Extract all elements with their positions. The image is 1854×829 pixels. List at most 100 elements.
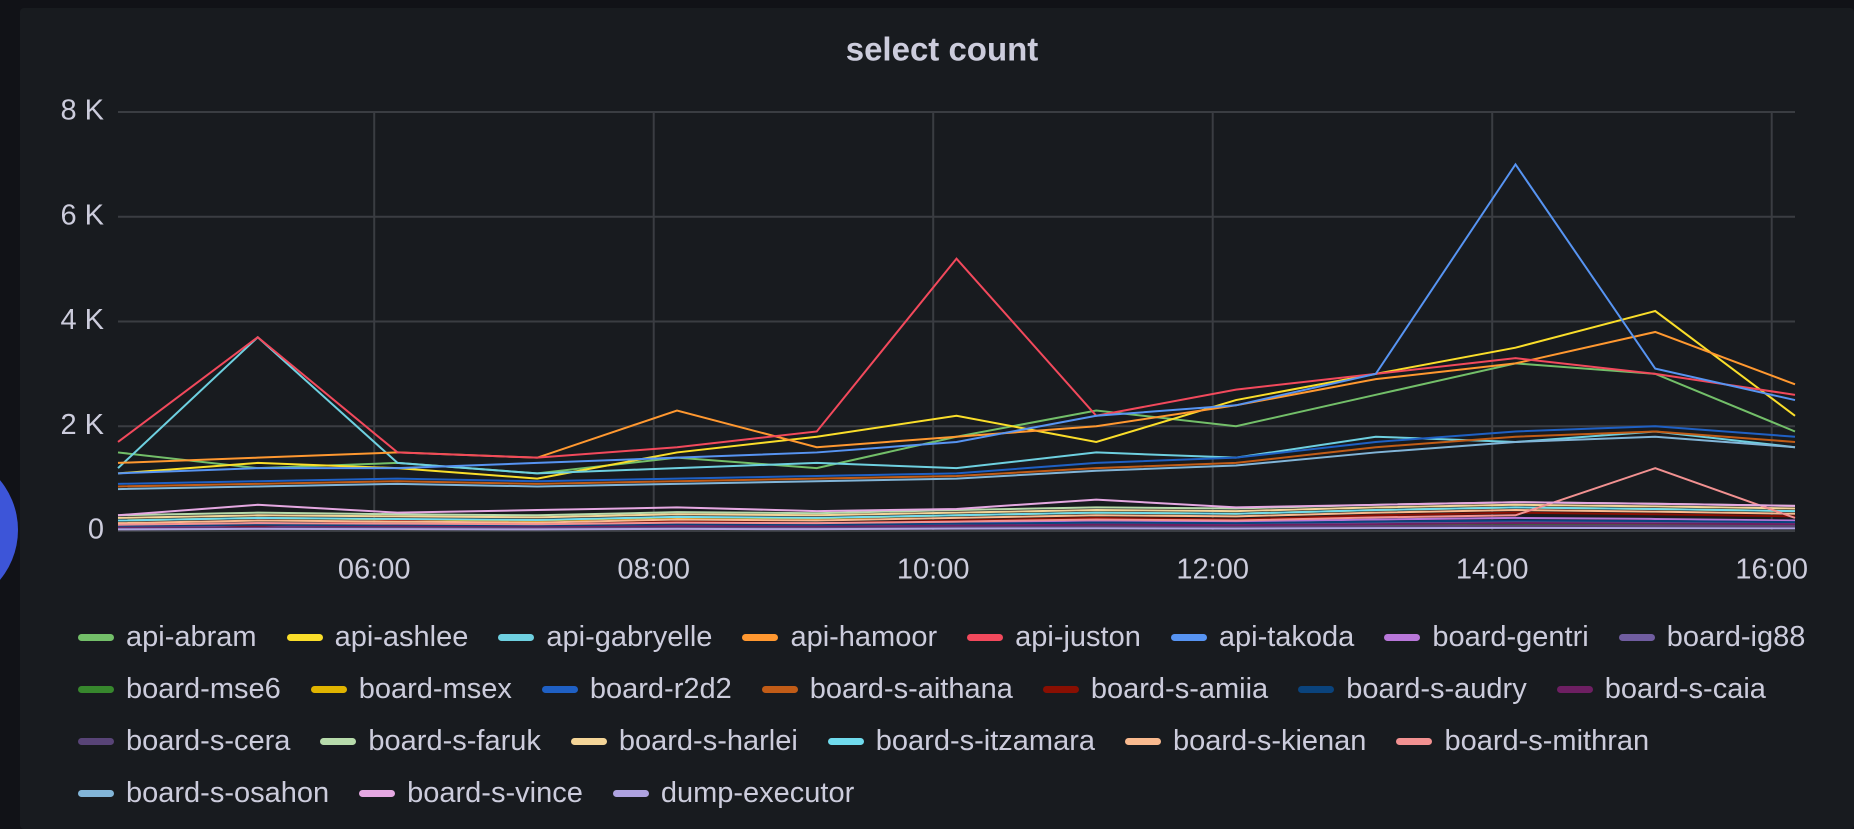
y-tick-label: 6 K — [60, 199, 104, 231]
x-tick-label: 16:00 — [1735, 554, 1808, 586]
series-line — [117, 509, 1796, 525]
legend-label: board-s-kienan — [1172, 724, 1367, 757]
series-line — [117, 362, 1796, 475]
series-line — [117, 506, 1796, 522]
legend-label: board-s-aithana — [809, 672, 1013, 705]
legend-label: board-s-itzamara — [875, 724, 1095, 757]
legend: api-abram api-ashlee api-gabryelle api-hamo… — [78, 618, 1848, 812]
legend-item[interactable]: board-s-faruk — [320, 722, 541, 760]
legend-swatch — [612, 789, 649, 797]
legend-label: board-s-audry — [1346, 672, 1527, 705]
legend-label: api-takoda — [1218, 620, 1355, 653]
legend-item[interactable]: board-msex — [310, 670, 512, 708]
legend-swatch — [761, 685, 798, 693]
series-line — [117, 425, 1796, 485]
legend-item[interactable]: board-r2d2 — [541, 670, 732, 708]
legend-item[interactable]: board-s-kienan — [1124, 722, 1367, 760]
side-button — [0, 480, 18, 580]
legend-label: board-s-mithran — [1444, 724, 1650, 757]
x-tick-label: 12:00 — [1176, 554, 1249, 586]
legend-swatch — [1618, 633, 1655, 641]
legend-label: board-gentri — [1432, 620, 1589, 653]
y-tick-label: 4 K — [60, 304, 104, 336]
legend-swatch — [967, 633, 1004, 641]
legend-item[interactable]: board-s-amiia — [1042, 670, 1269, 708]
y-tick-label: 2 K — [60, 409, 104, 441]
y-tick-label: 0 — [88, 514, 104, 546]
x-tick-label: 06:00 — [338, 554, 411, 586]
series-line — [117, 522, 1796, 529]
legend-swatch — [742, 633, 779, 641]
series-line — [117, 524, 1796, 530]
legend-item[interactable]: board-s-caia — [1556, 670, 1766, 708]
legend-label: board-s-amiia — [1090, 672, 1269, 705]
legend-item[interactable]: board-s-vince — [359, 774, 583, 812]
legend-item[interactable]: board-s-aithana — [761, 670, 1013, 708]
legend-label: api-gabryelle — [546, 620, 713, 653]
legend-label: api-juston — [1015, 620, 1141, 653]
legend-item[interactable]: board-s-cera — [78, 722, 290, 760]
legend-item[interactable]: api-takoda — [1170, 618, 1355, 656]
series-line — [117, 503, 1796, 519]
y-tick-label: 8 K — [60, 95, 104, 127]
legend-item[interactable]: api-abram — [78, 618, 257, 656]
legend-swatch — [498, 633, 535, 641]
legend-label: board-s-osahon — [126, 776, 330, 809]
legend-swatch — [541, 685, 578, 693]
legend-label: board-s-faruk — [368, 724, 541, 757]
series-line — [117, 467, 1796, 526]
series-line — [117, 435, 1796, 491]
legend-swatch — [827, 737, 864, 745]
legend-item[interactable]: board-mse6 — [78, 670, 281, 708]
legend-item[interactable]: board-s-mithran — [1396, 722, 1649, 760]
legend-swatch — [78, 789, 114, 797]
legend-label: api-ashlee — [334, 620, 469, 653]
legend-label: board-mse6 — [126, 672, 281, 705]
series-line — [117, 257, 1796, 459]
legend-label: board-msex — [358, 672, 512, 705]
x-tick-label: 08:00 — [617, 554, 690, 586]
legend-swatch — [78, 685, 114, 693]
series-line — [117, 430, 1796, 488]
series-line — [117, 498, 1796, 517]
legend-swatch — [78, 737, 114, 745]
legend-label: dump-executor — [660, 776, 855, 809]
legend-item[interactable]: board-s-harlei — [570, 722, 798, 760]
series-line — [117, 511, 1796, 527]
legend-swatch — [1556, 685, 1593, 693]
legend-swatch — [1124, 737, 1161, 745]
legend-item[interactable]: api-hamoor — [742, 618, 937, 656]
legend-label: api-hamoor — [790, 620, 938, 653]
legend-swatch — [78, 633, 114, 641]
legend-item[interactable]: api-juston — [967, 618, 1141, 656]
legend-item[interactable]: board-s-itzamara — [827, 722, 1095, 760]
legend-swatch — [1042, 685, 1079, 693]
legend-label: board-s-vince — [407, 776, 583, 809]
x-tick-label: 10:00 — [897, 554, 970, 586]
chart-title: select count — [846, 31, 1039, 68]
legend-item[interactable]: api-gabryelle — [498, 618, 712, 656]
series-line — [117, 330, 1796, 464]
legend-swatch — [286, 633, 323, 641]
legend-swatch — [1170, 633, 1207, 641]
legend-swatch — [1396, 737, 1433, 745]
legend-item[interactable]: dump-executor — [612, 774, 855, 812]
legend-swatch — [310, 685, 347, 693]
legend-label: board-r2d2 — [589, 672, 732, 705]
legend-label: board-s-caia — [1604, 672, 1766, 705]
x-tick-label: 14:00 — [1456, 554, 1529, 586]
legend-item[interactable]: api-ashlee — [286, 618, 469, 656]
legend-swatch — [1384, 633, 1421, 641]
legend-item[interactable]: board-s-audry — [1298, 670, 1527, 708]
legend-swatch — [320, 737, 357, 745]
legend-item[interactable]: board-gentri — [1384, 618, 1589, 656]
legend-swatch — [1298, 685, 1335, 693]
series-line — [117, 162, 1796, 475]
legend-swatch — [359, 789, 396, 797]
legend-swatch — [570, 737, 607, 745]
legend-item[interactable]: board-ig88 — [1618, 618, 1805, 656]
series-line — [117, 519, 1796, 527]
legend-item[interactable]: board-s-osahon — [78, 774, 329, 812]
